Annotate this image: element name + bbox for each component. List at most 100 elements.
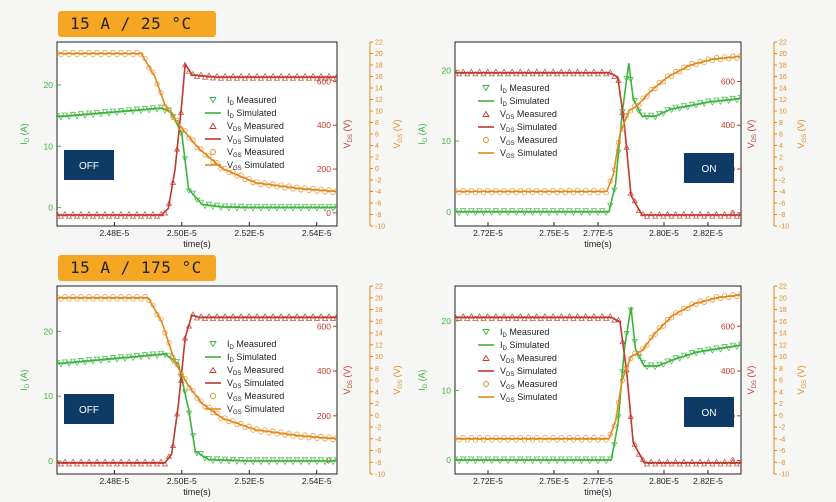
id-measured-point: [602, 458, 610, 465]
id-measured-point: [529, 458, 536, 465]
y-right2-tick-label: 20: [375, 51, 383, 58]
vds-measured-point: [293, 313, 301, 319]
y-right2-tick-label: 6: [779, 378, 783, 385]
y-right2-tick-label: 16: [375, 74, 383, 81]
vds-measured-point: [149, 458, 157, 465]
vgs-measured-point: [480, 437, 487, 443]
vds-measured-point: [582, 313, 589, 319]
legend-entry: VGS Measured: [227, 147, 284, 159]
vgs-measured-point: [472, 437, 479, 443]
id-measured-point: [729, 342, 737, 349]
vgs-measured-point: [722, 292, 728, 299]
vds-measured-point: [285, 72, 293, 79]
data-layer: [57, 293, 337, 467]
vds-measured-point: [607, 313, 614, 319]
x-tick-label: 2.52E-5: [234, 476, 264, 486]
id-measured-point: [570, 458, 577, 465]
vgs-measured-point: [130, 52, 136, 58]
y-right1-tick-label: 600: [317, 76, 331, 86]
y-right1-tick-label: 0: [326, 208, 331, 218]
vgs-measured-point: [302, 185, 308, 191]
vgs-measured-point: [517, 434, 523, 441]
y-right2-tick-label: -4: [375, 189, 381, 196]
y-right2-axis-label: VGS (V): [392, 119, 404, 148]
vds-measured-point: [317, 313, 325, 319]
vgs-measured-point: [118, 49, 124, 55]
x-tick-label: 2.54E-5: [302, 228, 332, 238]
vds-measured-point: [277, 313, 285, 319]
y-right2-tick-label: 8: [375, 366, 379, 373]
vgs-measured-point: [74, 296, 80, 302]
vgs-measured-point: [142, 293, 148, 300]
id-measured-point: [709, 100, 716, 106]
id-measured-point: [237, 457, 245, 463]
id-measured-point: [480, 458, 487, 465]
y-left-tick-label: 10: [44, 391, 54, 401]
id-measured-point: [692, 103, 700, 109]
legend-marker: [210, 393, 216, 399]
vgs-measured-point: [542, 187, 548, 193]
vgs-measured-point: [298, 187, 304, 193]
vgs-measured-point: [106, 52, 112, 58]
y-right2-tick-label: -10: [375, 224, 385, 231]
y-left-axis-label: ID (A): [19, 123, 31, 144]
id-measured-point: [333, 457, 337, 463]
vgs-measured-point: [114, 296, 120, 302]
y-right2-tick-label: 10: [779, 109, 787, 116]
x-tick-label: 2.54E-5: [302, 476, 332, 486]
y-right2-tick-label: 20: [375, 295, 383, 302]
vgs-measured-point: [525, 434, 532, 441]
y-right2-tick-label: 6: [375, 378, 379, 385]
vgs-measured-point: [294, 431, 300, 437]
vgs-measured-point: [591, 187, 597, 193]
vgs-measured-point: [717, 295, 724, 302]
vgs-measured-point: [322, 189, 328, 195]
legend-entry: VGS Simulated: [500, 392, 557, 404]
y-right2-tick-label: 18: [779, 63, 787, 70]
y-left-axis-label: ID (A): [19, 369, 31, 390]
vds-measured-point: [574, 313, 581, 319]
x-tick-label: 2.82E-5: [693, 476, 723, 486]
id-measured-point: [562, 458, 569, 465]
vgs-measured-point: [310, 433, 316, 439]
vgs-measured-point: [94, 49, 100, 55]
vgs-measured-point: [521, 437, 528, 443]
y-right1-axis-label: VDS (V): [342, 366, 354, 395]
vds-measured-point: [301, 72, 309, 79]
vds-measured-point: [157, 458, 165, 465]
vds-measured-point: [77, 458, 85, 465]
legend-marker: [209, 97, 217, 104]
y-right1-axis-label: VDS (V): [746, 366, 758, 395]
vds-measured-point: [549, 313, 557, 319]
plot-area: [454, 41, 742, 227]
vgs-measured-point: [86, 293, 92, 300]
vgs-measured-point: [603, 437, 609, 443]
x-tick-label: 2.52E-5: [234, 228, 264, 238]
vds-measured-point: [705, 210, 712, 217]
y-right1-tick-label: 400: [721, 366, 735, 376]
vgs-measured-point: [599, 434, 605, 441]
vgs-measured-point: [734, 293, 740, 300]
vds-measured-point: [141, 210, 149, 217]
vds-measured-point: [721, 458, 728, 465]
id-measured-point: [701, 101, 708, 108]
vgs-measured-point: [603, 190, 609, 196]
vgs-measured-point: [583, 187, 589, 193]
vgs-measured-point: [538, 437, 544, 443]
vds-measured-point: [664, 210, 671, 217]
y-right2-tick-label: -6: [375, 201, 381, 208]
vgs-measured-point: [587, 190, 593, 196]
vgs-measured-point: [134, 293, 140, 300]
state-badge: [64, 394, 114, 424]
id-measured-point: [121, 356, 129, 362]
y-right2-tick-label: -8: [375, 212, 381, 219]
y-right2-tick-label: 4: [375, 143, 379, 150]
y-right1-tick-label: 600: [317, 321, 331, 331]
legend-entry: VDS Measured: [227, 121, 284, 133]
y-left-axis-label: ID (A): [418, 369, 429, 390]
id-measured-point: [705, 346, 712, 353]
vgs-measured-point: [493, 187, 499, 193]
id-measured-point: [221, 456, 229, 463]
x-tick-label: 2.50E-5: [167, 476, 197, 486]
legend-entry: VGS Simulated: [227, 404, 284, 416]
